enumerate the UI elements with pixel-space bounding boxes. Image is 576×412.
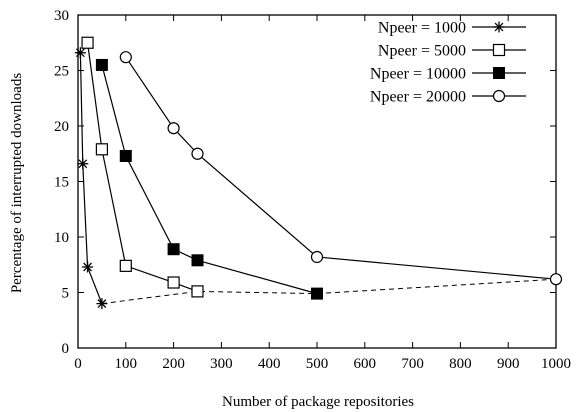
y-axis-label: Percentage of interrupted downloads	[9, 73, 25, 294]
data-point	[81, 36, 94, 49]
data-point	[167, 122, 180, 135]
data-point	[310, 250, 324, 264]
legend-marker	[493, 21, 505, 33]
x-axis-label: Number of package repositories	[222, 394, 414, 410]
data-point	[96, 298, 108, 310]
data-point	[82, 261, 94, 273]
dashed-connector-line	[101, 278, 557, 305]
legend-marker	[493, 67, 505, 79]
legend-label: Npeer = 1000	[378, 20, 466, 37]
data-point	[167, 276, 180, 289]
series-line	[125, 56, 557, 280]
data-point	[74, 47, 86, 59]
legend-marker	[492, 43, 506, 57]
data-point	[77, 158, 89, 170]
legend-entry-1: Npeer = 1000	[378, 20, 526, 37]
x-tick-label: 300	[210, 356, 233, 372]
series-3	[95, 58, 323, 300]
x-tick-label: 1000	[541, 356, 571, 372]
legend-label: Npeer = 5000	[378, 43, 466, 60]
data-point	[119, 259, 132, 272]
y-tick-label: 15	[54, 175, 69, 191]
data-point	[95, 143, 109, 156]
data-point	[119, 149, 132, 162]
x-tick-label: 100	[115, 356, 138, 372]
y-tick-label: 20	[54, 119, 69, 135]
x-tick-label: 400	[258, 356, 281, 372]
plot-area	[74, 14, 563, 349]
y-tick-label: 10	[54, 230, 69, 246]
legend: Npeer = 1000 Npeer = 5000 Npeer = 10000 Npe…	[370, 20, 526, 106]
legend-entry-3: Npeer = 10000	[370, 66, 526, 83]
legend-label: Npeer = 20000	[370, 89, 466, 106]
legend-marker	[492, 89, 506, 103]
data-point	[311, 287, 323, 300]
series-2	[81, 36, 204, 298]
data-point	[549, 273, 563, 286]
x-tick-label: 200	[162, 356, 185, 372]
legend-entry-4: Npeer = 20000	[370, 89, 526, 106]
x-tick-label: 0	[74, 356, 82, 372]
series-line	[79, 52, 103, 304]
data-point	[167, 243, 180, 256]
data-point	[191, 147, 204, 160]
series-line	[101, 64, 318, 295]
data-point	[191, 254, 204, 267]
series-line	[86, 42, 198, 292]
y-tick-label: 5	[62, 286, 70, 302]
legend-label: Npeer = 10000	[370, 66, 466, 83]
y-tick-label: 30	[54, 8, 69, 24]
x-tick-label: 800	[449, 356, 472, 372]
tick-labels: 0 100 200 300 400 500 600 700 800 900 1000 0 5 10 15 20…	[54, 8, 571, 372]
series-4	[119, 51, 563, 286]
series-1	[74, 47, 108, 310]
x-tick-label: 900	[497, 356, 520, 372]
x-tick-label: 600	[354, 356, 377, 372]
data-point	[95, 58, 108, 71]
y-tick-label: 25	[54, 64, 69, 80]
data-point	[191, 285, 204, 298]
y-tick-label: 0	[62, 341, 70, 357]
x-tick-label: 500	[306, 356, 329, 372]
legend-entry-2: Npeer = 5000	[378, 43, 526, 60]
x-tick-label: 700	[401, 356, 424, 372]
data-point	[119, 51, 132, 64]
